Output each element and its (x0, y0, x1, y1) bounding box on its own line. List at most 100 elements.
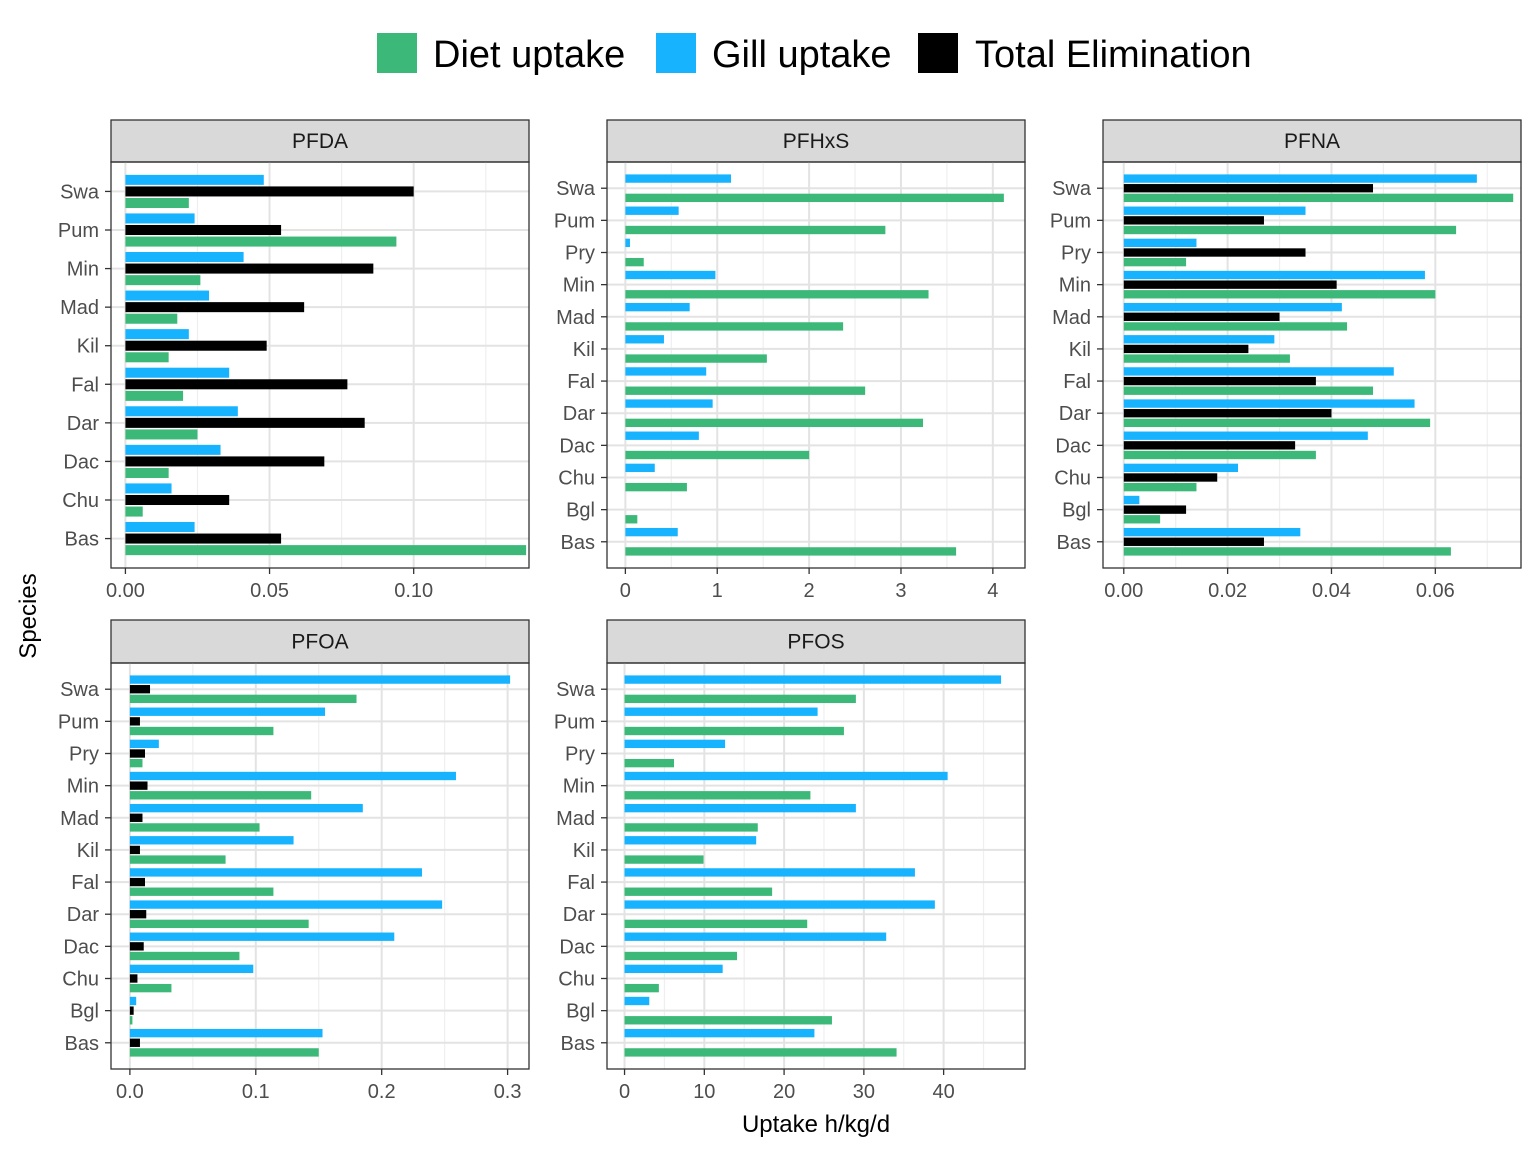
strip-label-pfoa: PFOA (291, 631, 348, 654)
bar-diet-mad (1123, 322, 1348, 331)
bar-diet-kil (624, 855, 704, 864)
bar-diet-min (1123, 290, 1436, 299)
bar-elim-min (125, 263, 374, 274)
bar-gill-min (129, 771, 456, 781)
legend-label-diet: Diet uptake (433, 34, 625, 76)
bar-gill-bas (625, 527, 678, 537)
bar-diet-fal (625, 386, 866, 395)
bar-gill-pum (125, 213, 195, 224)
strip-label-pfna: PFNA (1284, 130, 1340, 153)
bar-diet-kil (1123, 354, 1290, 363)
x-tick-label: 0 (619, 1081, 630, 1103)
bar-diet-dar (624, 919, 808, 929)
legend-swatch-gill (656, 33, 696, 73)
bar-elim-chu (125, 494, 230, 506)
y-tick-label-fal: Fal (1063, 371, 1091, 393)
strip-label-pfhxs: PFHxS (783, 130, 850, 153)
bar-elim-pum (129, 717, 140, 726)
bar-gill-bas (1123, 527, 1301, 537)
bar-diet-bgl (129, 1016, 133, 1025)
bar-elim-mad (1123, 312, 1280, 321)
legend-swatch-diet (377, 33, 417, 73)
bar-gill-dac (125, 444, 221, 455)
bar-diet-bas (125, 545, 527, 556)
bar-diet-pry (625, 257, 644, 267)
legend-label-gill: Gill uptake (712, 34, 892, 76)
bar-diet-dac (1123, 450, 1316, 460)
bar-gill-chu (625, 463, 655, 473)
bar-gill-dar (129, 900, 443, 909)
bar-diet-swa (624, 694, 856, 704)
bar-elim-dac (129, 942, 144, 951)
y-tick-label-dar: Dar (1059, 403, 1092, 425)
bar-gill-min (625, 270, 716, 280)
y-tick-label-swa: Swa (556, 679, 596, 701)
bar-diet-pry (129, 758, 143, 768)
y-tick-label-swa: Swa (60, 679, 100, 701)
bar-gill-pry (1123, 238, 1197, 248)
bar-elim-pry (1123, 248, 1306, 257)
y-tick-label-fal: Fal (71, 872, 99, 894)
x-tick-label: 0.2 (368, 1081, 396, 1103)
y-tick-label-bgl: Bgl (70, 1001, 99, 1023)
bar-elim-min (129, 781, 148, 790)
x-tick-label: 40 (933, 1081, 955, 1103)
bar-gill-bas (125, 521, 195, 533)
x-tick-label: 20 (773, 1081, 795, 1103)
bar-elim-pry (129, 749, 145, 758)
bar-gill-kil (625, 335, 664, 344)
bar-diet-bas (625, 547, 957, 556)
y-tick-label-pum: Pum (1050, 210, 1091, 232)
bar-elim-bgl (1123, 505, 1187, 514)
bar-diet-fal (129, 887, 274, 896)
y-tick-label-dac: Dac (63, 936, 99, 958)
bar-gill-chu (129, 964, 254, 974)
bar-diet-dac (624, 951, 738, 961)
x-tick-label: 0.00 (1104, 580, 1143, 602)
bar-elim-mad (125, 302, 305, 313)
strip-pfda (110, 119, 530, 163)
bar-diet-swa (1123, 193, 1514, 203)
bar-gill-dac (625, 431, 699, 440)
bar-gill-dac (1123, 431, 1368, 440)
bar-diet-dar (625, 418, 924, 428)
bar-gill-chu (1123, 463, 1239, 473)
bar-gill-pum (624, 707, 818, 716)
x-tick-label: 10 (693, 1081, 715, 1103)
bar-diet-dac (125, 467, 169, 479)
bar-diet-bas (1123, 547, 1451, 556)
bar-gill-mad (129, 803, 363, 813)
y-tick-label-bgl: Bgl (1062, 500, 1091, 522)
bar-gill-kil (1123, 335, 1275, 344)
x-tick-label: 30 (853, 1081, 875, 1103)
bar-diet-chu (129, 983, 172, 993)
y-tick-label-chu: Chu (62, 490, 99, 512)
strip-pfoa (110, 619, 530, 664)
x-tick-label: 0.05 (250, 580, 289, 602)
y-tick-label-mad: Mad (60, 808, 99, 830)
y-tick-label-bas: Bas (561, 532, 595, 554)
bar-elim-bgl (129, 1006, 134, 1015)
y-tick-label-chu: Chu (558, 968, 595, 990)
y-tick-label-bas: Bas (561, 1033, 595, 1055)
bar-diet-dar (125, 429, 198, 440)
bar-elim-pum (1123, 216, 1264, 225)
bar-diet-dac (625, 450, 810, 460)
bar-diet-fal (1123, 386, 1374, 395)
bar-elim-kil (129, 845, 140, 855)
y-tick-label-pum: Pum (554, 210, 595, 232)
bar-diet-kil (625, 354, 767, 363)
legend-label-elim: Total Elimination (975, 34, 1252, 76)
bar-elim-fal (129, 877, 145, 887)
bar-gill-swa (129, 675, 511, 684)
bar-diet-fal (624, 887, 773, 896)
bar-diet-swa (125, 197, 189, 209)
y-tick-label-fal: Fal (567, 371, 595, 393)
bar-diet-min (624, 791, 811, 800)
bar-gill-pum (129, 707, 326, 716)
y-tick-label-swa: Swa (1052, 178, 1092, 200)
bar-gill-kil (624, 836, 757, 845)
panel-pfna: PFNA Swa Pum Pry Min Mad Kil Fal Dar Dac Chu Bgl Bas… (1050, 119, 1522, 602)
